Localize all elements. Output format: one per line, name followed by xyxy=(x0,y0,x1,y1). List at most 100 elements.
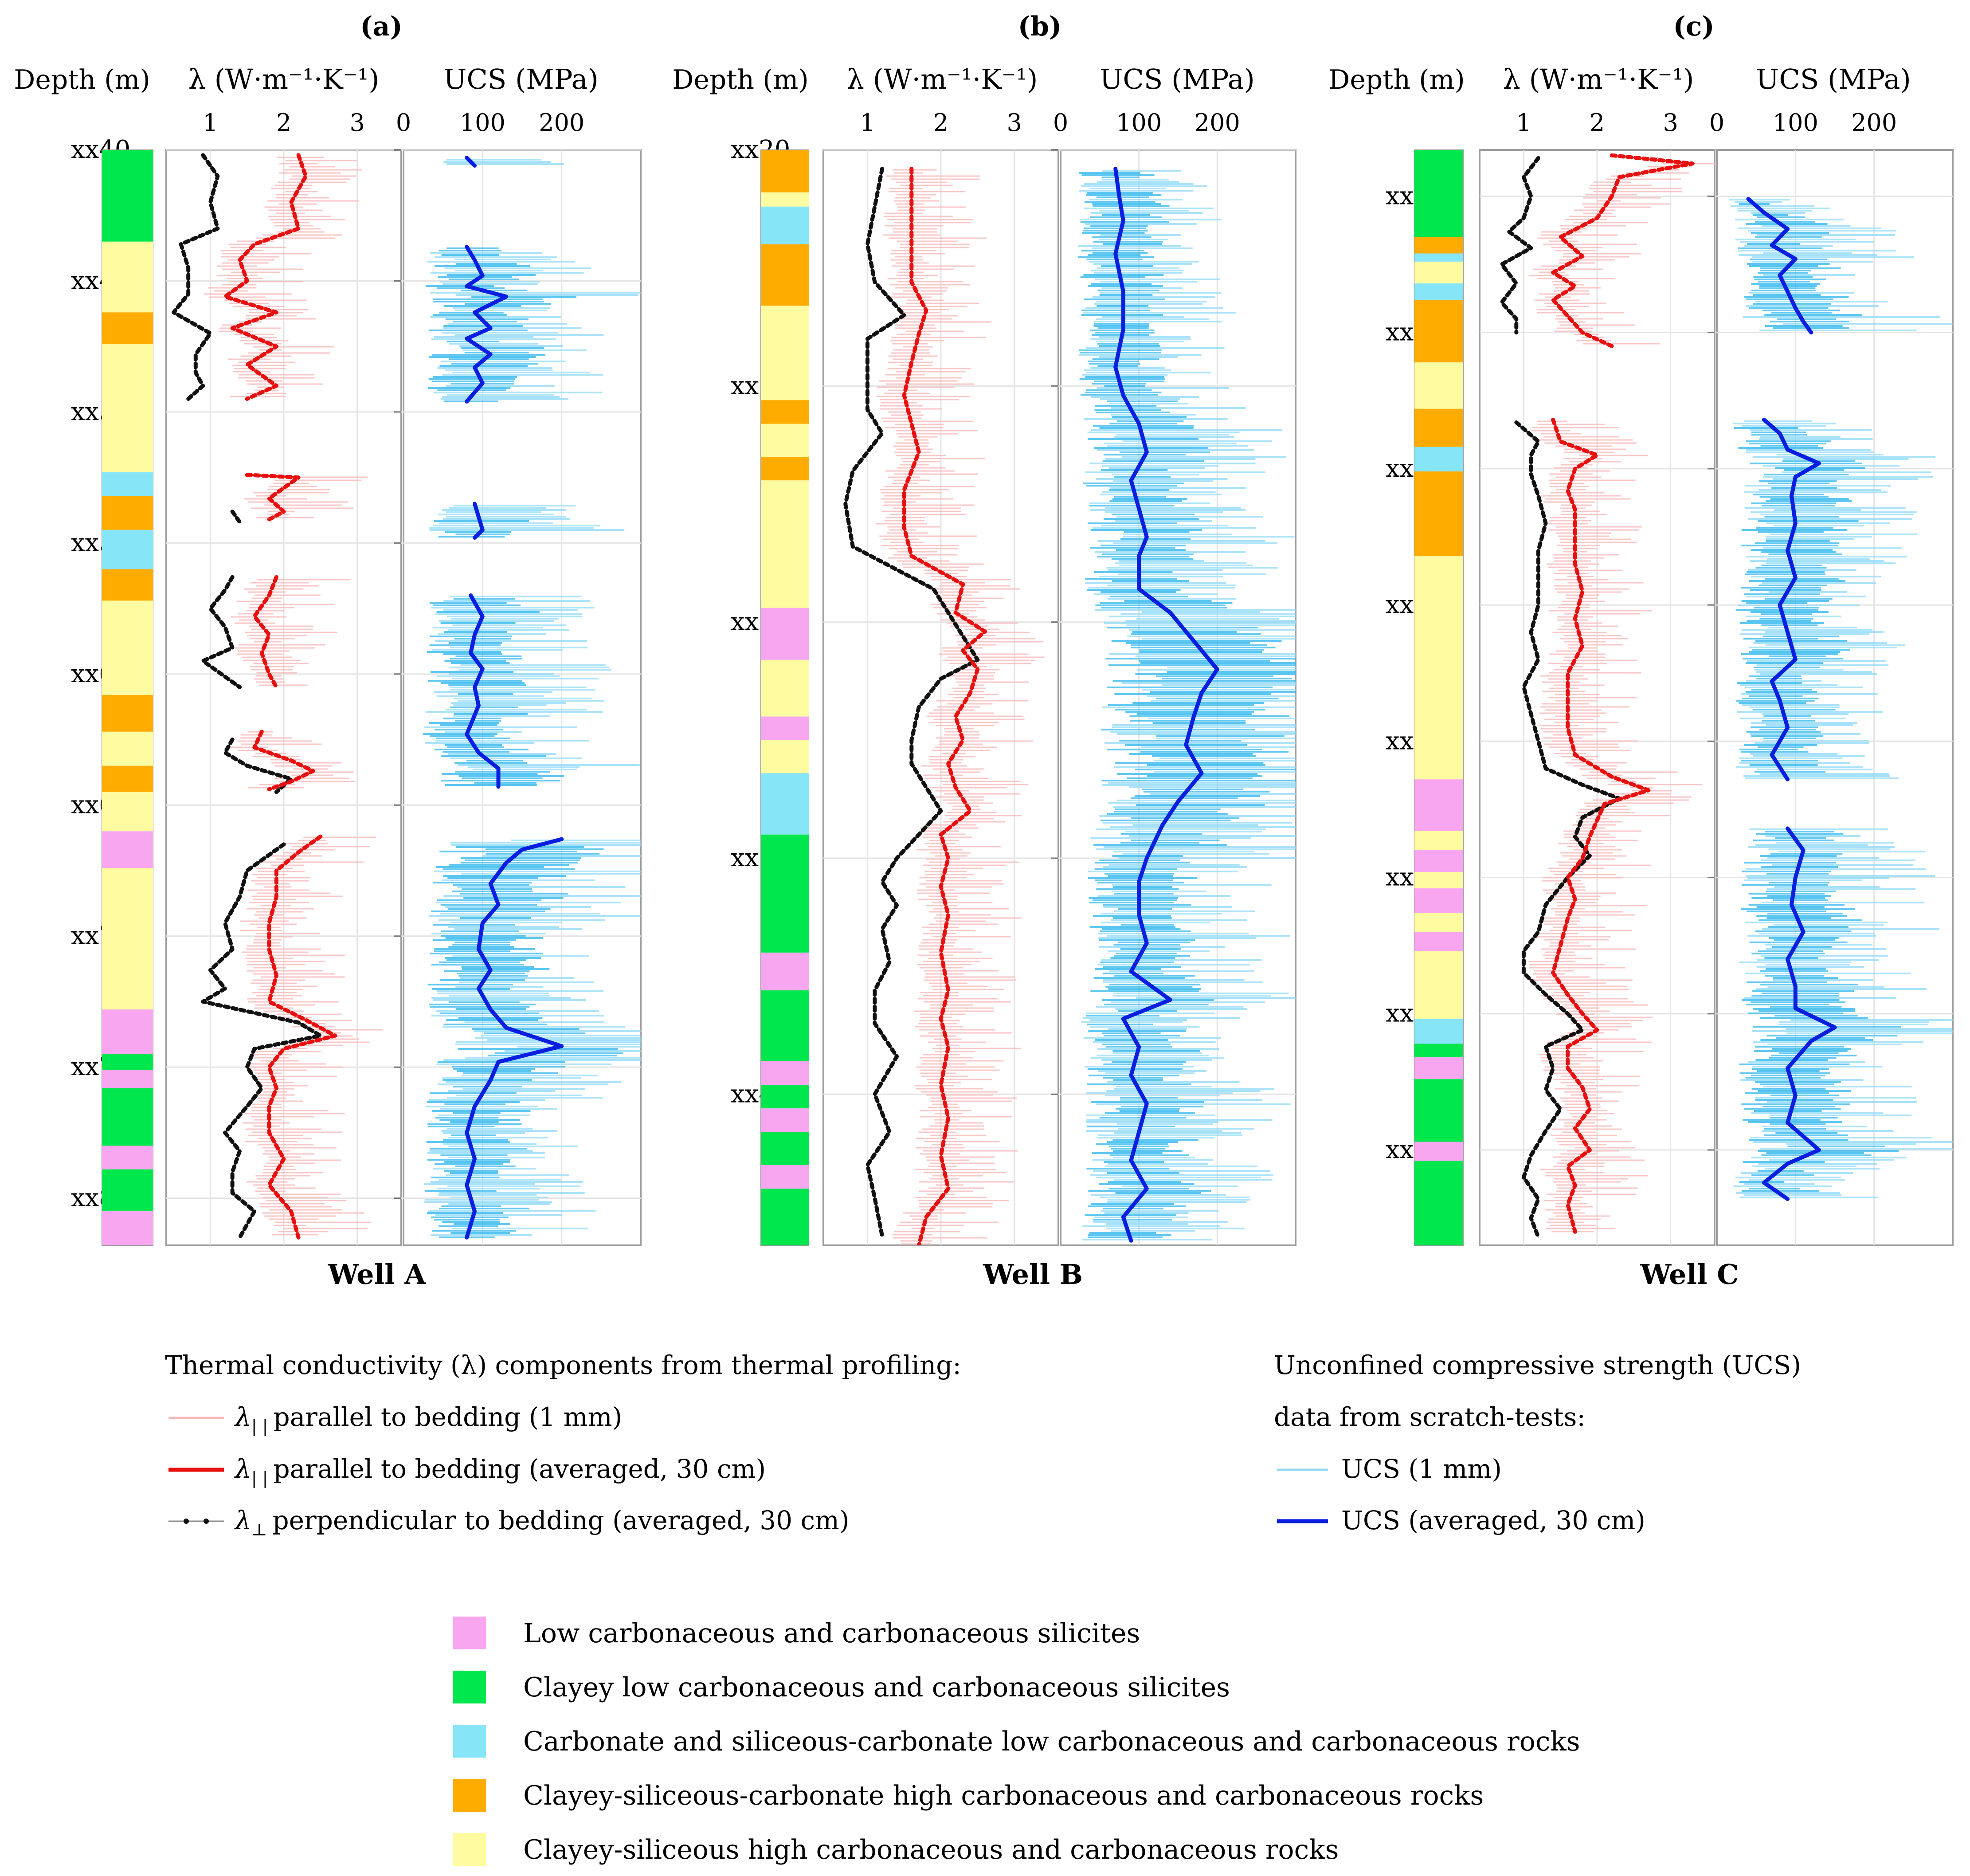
lithology-swatch xyxy=(453,1725,486,1758)
lithology-interval xyxy=(102,569,153,601)
ucs-axis-label: UCS (MPa) xyxy=(443,63,599,95)
lambda-subscript: | | xyxy=(251,1417,268,1436)
lithology-interval xyxy=(761,1132,809,1166)
lithology-interval xyxy=(102,150,153,242)
lithology-interval xyxy=(761,480,809,608)
lithology-interval xyxy=(761,716,809,740)
lambda-parallel-averaged-line xyxy=(1551,417,1651,1234)
depth-axis-label: Depth (m) xyxy=(672,64,809,95)
panel-well-a: (a) Depth (m) λ (W·m⁻¹·K⁻¹) UCS (MPa) Well A… xyxy=(14,11,642,1291)
lithology-swatch xyxy=(453,1779,486,1812)
lambda-tick-label: 3 xyxy=(1663,109,1678,137)
lambda-parallel-averaged-line xyxy=(267,834,337,1240)
lithology-interval xyxy=(761,1085,809,1109)
lithology-interval xyxy=(761,306,809,400)
legend-label: parallel to bedding (averaged, 30 cm) xyxy=(273,1454,766,1484)
lambda-tick-label: 2 xyxy=(933,109,948,137)
lambda-perpendicular-averaged-line xyxy=(1500,156,1540,335)
lithology-interval xyxy=(761,773,809,835)
lithology-interval xyxy=(1414,1057,1463,1079)
lambda-perpendicular-averaged-line xyxy=(230,510,242,524)
lithology-interval xyxy=(1414,1161,1463,1245)
well-name: Well A xyxy=(328,1258,427,1291)
lambda-parallel-averaged-line xyxy=(252,730,315,792)
ucs-tick-label: 100 xyxy=(460,109,505,137)
lambda-symbol: λ xyxy=(234,1454,251,1484)
lithology-interval xyxy=(102,731,153,766)
panel-well-c: (c) Depth (m) λ (W·m⁻¹·K⁻¹) UCS (MPa) Well C… xyxy=(1328,11,1954,1291)
legend-label: parallel to bedding (1 mm) xyxy=(273,1402,622,1432)
lithology-interval xyxy=(1414,888,1463,913)
lithology-interval xyxy=(1414,913,1463,932)
lambda-subscript: ⊥ xyxy=(251,1520,267,1539)
lambda-symbol: λ xyxy=(234,1402,251,1432)
lithology-interval xyxy=(102,1169,153,1212)
ucs-tick-label: 0 xyxy=(396,109,411,137)
ucs-axis-label: UCS (MPa) xyxy=(1756,63,1911,95)
lithology-interval xyxy=(1414,850,1463,872)
ucs-tick-label: 200 xyxy=(539,109,584,137)
lambda-track-content xyxy=(1500,153,1715,1240)
lambda-perpendicular-averaged-line xyxy=(201,575,242,689)
legend-thermal-title: Thermal conductivity (λ) components from… xyxy=(165,1350,961,1380)
lithology-interval xyxy=(102,530,153,569)
lithology-interval xyxy=(761,150,809,192)
legend-item-ucs-1mm: UCS (1 mm) xyxy=(1341,1454,1502,1484)
ucs-averaged-line xyxy=(465,245,509,404)
lithology-interval xyxy=(102,695,153,732)
legend-ucs-title-2: data from scratch-tests: xyxy=(1274,1402,1586,1432)
legend-ucs: Unconfined compressive strength (UCS) da… xyxy=(1274,1350,1801,1535)
lithology-interval xyxy=(1414,556,1463,780)
lithology-interval xyxy=(102,1009,153,1054)
legend-dot-perp xyxy=(204,1519,209,1524)
lithology-interval xyxy=(102,496,153,530)
lithology-interval xyxy=(1414,831,1463,851)
lithology-interval xyxy=(1414,1142,1463,1161)
lambda-axis-label: λ (W·m⁻¹·K⁻¹) xyxy=(188,63,380,95)
lambda-parallel-averaged-line xyxy=(1551,153,1695,348)
lithology-interval xyxy=(761,1108,809,1132)
legend-item-perp-avg: λ⊥ perpendicular to bedding (averaged, 30… xyxy=(234,1505,850,1539)
lambda-parallel-averaged-line xyxy=(223,153,308,401)
lambda-perpendicular-averaged-line xyxy=(843,167,980,1238)
lithology-interval xyxy=(102,1211,153,1245)
lambda-tick-label: 3 xyxy=(1007,109,1022,137)
lithology-interval xyxy=(102,792,153,832)
ucs-averaged-line xyxy=(465,156,477,168)
lambda-tick-label: 1 xyxy=(1516,109,1531,137)
lithology-interval xyxy=(761,740,809,773)
lambda-perpendicular-averaged-line xyxy=(201,842,323,1240)
well-name: Well B xyxy=(983,1258,1083,1291)
lambda-tick-label: 1 xyxy=(203,109,218,137)
lithology-interval xyxy=(1414,471,1463,556)
ucs-tick-label: 200 xyxy=(1851,109,1897,137)
lithology-interval xyxy=(102,600,153,695)
ucs-tick-label: 200 xyxy=(1195,109,1240,137)
lambda-parallel-averaged-line xyxy=(252,575,278,689)
lithology-legend-label: Clayey-siliceous-carbonate high carbonac… xyxy=(523,1780,1484,1811)
lithology-interval xyxy=(102,312,153,344)
lithology-interval xyxy=(761,659,809,717)
lithology-interval xyxy=(1414,1079,1463,1142)
ucs-track-content xyxy=(1729,197,1953,1201)
lithology-interval xyxy=(1414,872,1463,889)
legend-item-ucs-avg: UCS (averaged, 30 cm) xyxy=(1341,1505,1645,1535)
lithology-interval xyxy=(761,1189,809,1245)
lambda-tick-label: 2 xyxy=(276,109,291,137)
lithology-legend-label: Carbonate and siliceous-carbonate low ca… xyxy=(523,1726,1580,1757)
ucs-tick-label: 0 xyxy=(1053,109,1068,137)
lithology-interval xyxy=(761,1061,809,1085)
ucs-averaged-line xyxy=(465,837,564,1240)
lambda-symbol: λ xyxy=(234,1505,251,1535)
panel-label: (b) xyxy=(1018,11,1062,42)
lithology-interval xyxy=(102,472,153,496)
ucs-axis-label: UCS (MPa) xyxy=(1100,63,1255,95)
lithology-swatch xyxy=(453,1833,486,1866)
lithology-legend-label: Low carbonaceous and carbonaceous silici… xyxy=(523,1618,1140,1649)
lithology-swatch xyxy=(453,1671,486,1703)
panel-well-b: (b) Depth (m) λ (W·m⁻¹·K⁻¹) UCS (MPa) Well B… xyxy=(672,11,1296,1291)
lithology-interval xyxy=(761,1165,809,1189)
lithology-interval xyxy=(102,1088,153,1146)
legend-label: perpendicular to bedding (averaged, 30 c… xyxy=(273,1505,850,1535)
lithology-interval xyxy=(102,1146,153,1170)
